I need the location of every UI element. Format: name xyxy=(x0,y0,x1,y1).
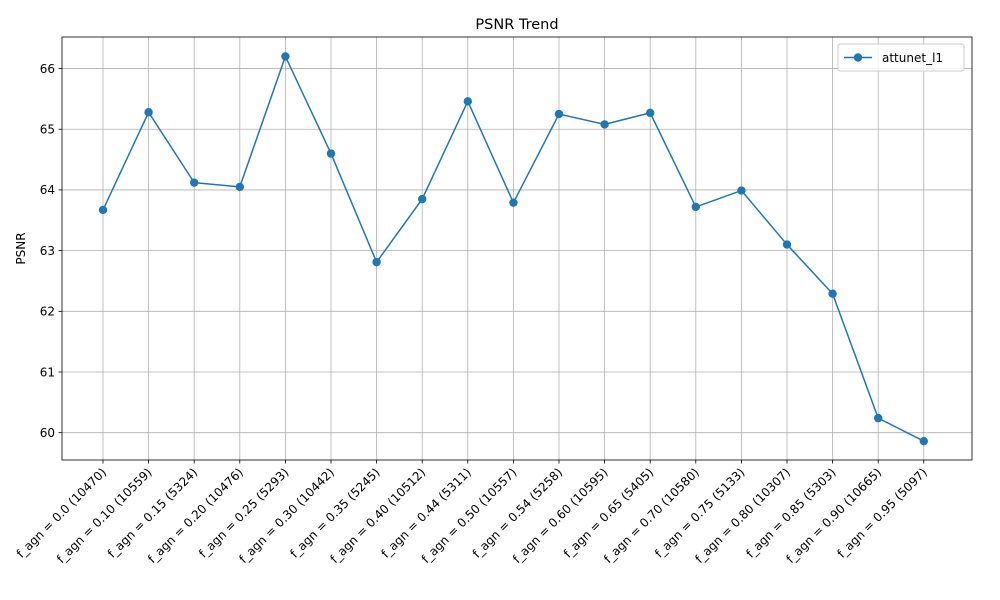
data-point xyxy=(326,149,336,158)
legend: attunet_l1 xyxy=(837,43,965,72)
data-point xyxy=(98,205,108,215)
y-tick-label: 66 xyxy=(40,62,55,76)
grid xyxy=(62,37,972,460)
data-point xyxy=(782,240,792,249)
chart-title: PSNR Trend xyxy=(475,17,558,33)
data-point xyxy=(463,97,472,106)
plot-area xyxy=(61,36,973,461)
data-point xyxy=(600,120,609,129)
data-point xyxy=(418,194,427,204)
y-tick-label: 61 xyxy=(40,365,55,379)
y-tick-label: 60 xyxy=(40,426,55,440)
data-point xyxy=(874,413,883,423)
y-tick-label: 63 xyxy=(40,244,55,258)
y-axis-title: PSNR xyxy=(14,232,28,264)
data-point xyxy=(919,436,928,446)
data-point xyxy=(190,178,199,187)
y-axis: 60 61 62 63 64 65 66 xyxy=(40,62,62,440)
data-point xyxy=(509,198,518,207)
data-point xyxy=(691,202,700,212)
data-point xyxy=(281,52,290,61)
legend-label: attunet_l1 xyxy=(882,51,943,65)
series-attunet-l1 xyxy=(98,52,928,446)
legend-box xyxy=(837,43,965,72)
data-point xyxy=(554,109,564,119)
legend-marker xyxy=(853,53,863,62)
data-point xyxy=(646,108,655,118)
data-point xyxy=(828,289,837,298)
data-point xyxy=(235,182,244,192)
data-point xyxy=(144,108,153,117)
y-tick-label: 64 xyxy=(40,183,55,197)
y-tick-label: 65 xyxy=(40,123,55,137)
data-point xyxy=(372,257,381,267)
y-tick-label: 62 xyxy=(40,305,55,319)
data-point xyxy=(737,186,746,195)
